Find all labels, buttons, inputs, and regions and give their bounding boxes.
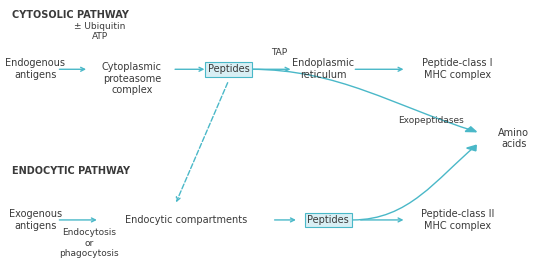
Text: Peptides: Peptides	[208, 64, 250, 74]
Text: Endocytic compartments: Endocytic compartments	[125, 215, 247, 225]
Text: Peptides: Peptides	[307, 215, 349, 225]
Text: CYTOSOLIC PATHWAY: CYTOSOLIC PATHWAY	[12, 9, 129, 20]
Text: Peptide-class I
MHC complex: Peptide-class I MHC complex	[422, 58, 492, 80]
Text: Cytoplasmic
proteasome
complex: Cytoplasmic proteasome complex	[102, 62, 162, 95]
Text: Endogenous
antigens: Endogenous antigens	[5, 58, 65, 80]
Text: Peptide-class II
MHC complex: Peptide-class II MHC complex	[421, 209, 494, 231]
Text: Exogenous
antigens: Exogenous antigens	[9, 209, 61, 231]
Text: Exopeptidases: Exopeptidases	[397, 116, 463, 125]
Text: Amino
acids: Amino acids	[498, 128, 529, 149]
Text: Endoplasmic
reticulum: Endoplasmic reticulum	[292, 58, 354, 80]
Text: ENDOCYTIC PATHWAY: ENDOCYTIC PATHWAY	[12, 166, 130, 176]
Polygon shape	[467, 145, 476, 151]
Text: TAP: TAP	[271, 48, 287, 58]
Text: Endocytosis
or
phagocytosis: Endocytosis or phagocytosis	[59, 228, 119, 258]
Text: ± Ubiquitin
ATP: ± Ubiquitin ATP	[74, 22, 125, 41]
Polygon shape	[465, 127, 476, 132]
